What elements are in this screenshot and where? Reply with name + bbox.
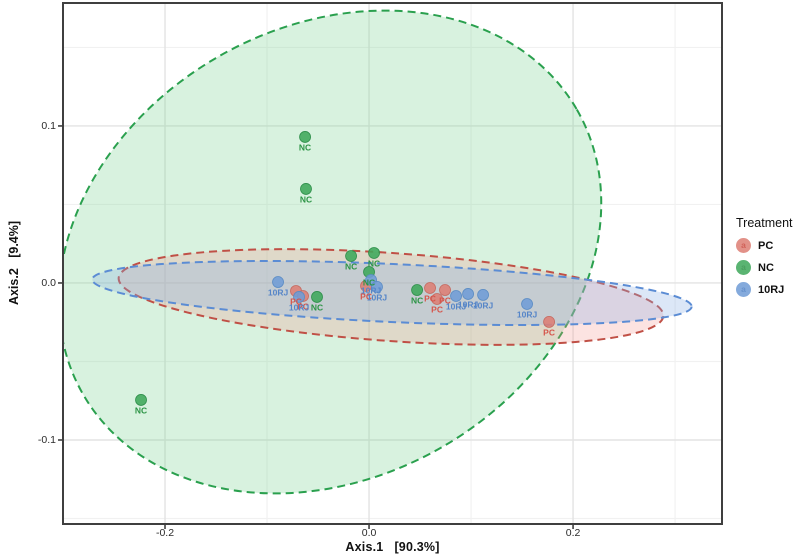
point-label-nc: NC [411,296,423,306]
legend-item-label: 10RJ [758,283,785,296]
point-label-10rj: 10RJ [446,302,467,312]
data-point-nc [299,131,311,143]
legend-item-10rj: a 10RJ [736,282,798,297]
data-point-pc [424,282,436,294]
point-label-pc: PC [360,291,372,301]
legend-item-pc: a PC [736,238,798,253]
data-point-10rj [293,291,305,303]
x-tick-label: -0.2 [155,527,175,539]
point-label-nc: NC [363,277,375,287]
legend-key-circle-icon: a [736,238,751,253]
panel-border [62,2,723,525]
point-label-pc: PC [543,327,555,337]
point-label-nc: NC [299,142,311,152]
legend-item-nc: a NC [736,260,798,275]
legend-key-circle-icon: a [736,282,751,297]
data-point-10rj [521,298,533,310]
point-label-pc: PC [297,302,309,312]
y-axis-title: Axis.2 [9.4%] [7,220,21,306]
point-label-pc: PC [431,304,443,314]
data-point-nc [368,247,380,259]
legend-item-label: NC [758,261,774,274]
x-axis-title: Axis.1 [90.3%] [345,540,440,554]
point-label-10rj: 10RJ [367,292,388,302]
point-label-nc: NC [368,258,380,268]
data-point-pc [431,293,443,305]
legend-title: Treatment [736,216,793,230]
data-point-10rj [371,280,383,293]
point-label-nc: NC [300,194,312,204]
data-point-10rj [477,289,489,301]
data-point-10rj [462,288,474,300]
data-point-pc [543,316,555,328]
point-label-nc: NC [135,405,147,415]
data-point-10rj [450,290,462,302]
confidence-ellipse-nc [63,9,603,495]
y-tick-label: -0.1 [37,433,56,446]
point-label-nc: NC [311,302,323,312]
data-point-nc [345,250,357,262]
point-label-nc: NC [345,261,357,271]
data-point-nc [411,284,423,296]
legend-key-circle-icon: a [736,260,751,275]
x-tick-label: 0.0 [361,527,377,539]
confidence-ellipse-10rj [91,259,693,327]
legend-item-label: PC [758,239,774,252]
point-label-10rj: 10RJ [361,285,382,295]
point-label-10rj: 10RJ [473,300,494,310]
point-label-pc: PC [424,293,436,303]
legend: Treatment a PC a NC a 10RJ [736,216,798,304]
point-label-10rj: 10RJ [268,288,289,298]
x-tick-label: 0.2 [565,527,581,539]
y-tick-label: 0.1 [41,119,56,132]
point-label-pc: PC [439,296,451,306]
point-label-10rj: 10RJ [289,302,310,312]
point-label-pc: PC [290,296,302,306]
data-point-10rj [272,276,284,288]
data-point-nc [311,291,323,303]
point-label-10rj: 10RJ [517,310,538,320]
data-point-nc [300,183,312,195]
y-tick-label: 0.0 [41,276,56,289]
point-label-10rj: 10RJ [458,299,479,309]
data-point-pc [439,284,451,296]
data-point-nc [135,394,147,406]
